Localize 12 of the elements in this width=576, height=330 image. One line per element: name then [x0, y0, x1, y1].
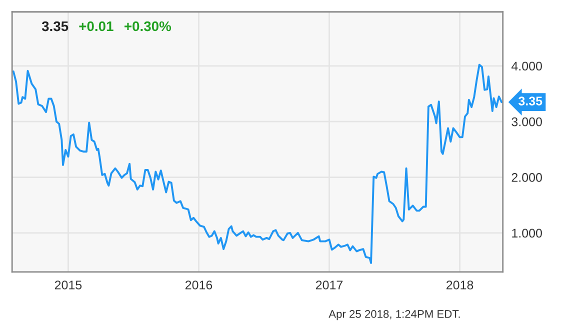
line-series [12, 64, 503, 264]
x-tick-label: 2016 [185, 280, 212, 290]
x-tick-label: 2015 [54, 280, 82, 290]
text: 3.35 +0.01 +0.30% [42, 21, 172, 32]
x-tick-label: 2018 [446, 280, 474, 290]
y-tick-label: 1.000 [512, 228, 542, 238]
annotation: 3.35 [518, 96, 542, 106]
y-tick-label: 3.000 [512, 117, 542, 126]
y-tick-label: 2.000 [512, 173, 542, 182]
text: Apr 25 2018, 1:24PM EDT. [328, 310, 460, 320]
y-tick-label: 4.000 [511, 62, 542, 71]
x-tick-label: 2017 [316, 280, 343, 290]
